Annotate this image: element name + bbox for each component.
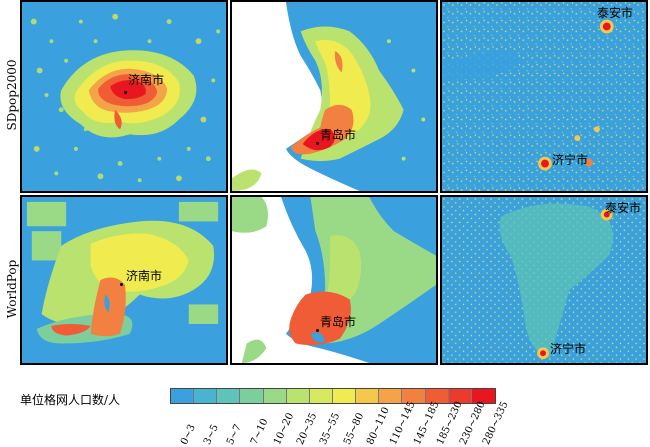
legend-swatch: [379, 389, 403, 403]
legend-tick-label: 5~7: [225, 422, 245, 447]
legend-swatch: [309, 389, 333, 403]
city-label-jinan: 济南市: [128, 73, 165, 87]
density-raster: [232, 2, 436, 191]
legend-swatch: [263, 389, 287, 403]
legend-swatch: [425, 389, 449, 403]
legend-swatch: [402, 389, 426, 403]
legend-tick-label: 35~55: [318, 411, 343, 447]
legend-swatch: [332, 389, 357, 403]
density-raster: [442, 197, 646, 363]
legend-tick-label: 0~3: [178, 422, 198, 447]
legend-title: 单位格网人口数/人: [20, 393, 121, 407]
legend-tick-label: 7~10: [248, 417, 271, 447]
map-panel-sdpop-qingdao: 青岛市: [230, 0, 438, 193]
map-panel-worldpop-jinan: 济南市: [20, 195, 228, 365]
city-dot: [316, 329, 319, 332]
city-label-jinan: 济南市: [126, 269, 163, 283]
row-label-sdpop2000: SDpop2000: [5, 59, 19, 131]
density-raster: [22, 2, 226, 191]
density-raster: [232, 197, 436, 363]
legend-swatch: [356, 389, 380, 403]
city-dot: [124, 91, 127, 94]
map-panel-sdpop-jinan: 济南市: [20, 0, 228, 193]
legend-swatch: [194, 389, 218, 403]
legend-tick-label: 20~35: [295, 411, 320, 447]
legend-swatch: [471, 389, 495, 403]
density-raster: [22, 197, 226, 363]
legend-tick-label: 10~20: [271, 411, 297, 447]
city-label-jining: 济宁市: [552, 153, 589, 167]
map-panel-worldpop-taian-jining: 泰安市 济宁市: [440, 195, 648, 365]
row-label-worldpop: WorldPop: [5, 259, 19, 319]
map-panel-sdpop-taian-jining: 泰安市 济宁市: [440, 0, 648, 193]
legend-color-bar: [170, 388, 496, 404]
city-dot: [120, 283, 123, 286]
legend-tick-label: 55~80: [341, 411, 366, 447]
city-label-taian: 泰安市: [597, 6, 634, 20]
city-label-jining: 济宁市: [550, 342, 587, 356]
city-label-taian: 泰安市: [605, 201, 642, 215]
legend-swatch: [171, 389, 195, 403]
legend-swatch: [217, 389, 241, 403]
legend-swatch: [286, 389, 310, 403]
map-panel-worldpop-qingdao: 青岛市: [230, 195, 438, 365]
city-label-qingdao: 青岛市: [320, 315, 357, 329]
legend-tick-label: 3~5: [201, 422, 221, 447]
density-raster: [442, 2, 646, 191]
city-dot: [316, 142, 319, 145]
legend-swatch: [240, 389, 264, 403]
legend-swatch: [448, 389, 472, 403]
city-label-qingdao: 青岛市: [320, 128, 357, 142]
